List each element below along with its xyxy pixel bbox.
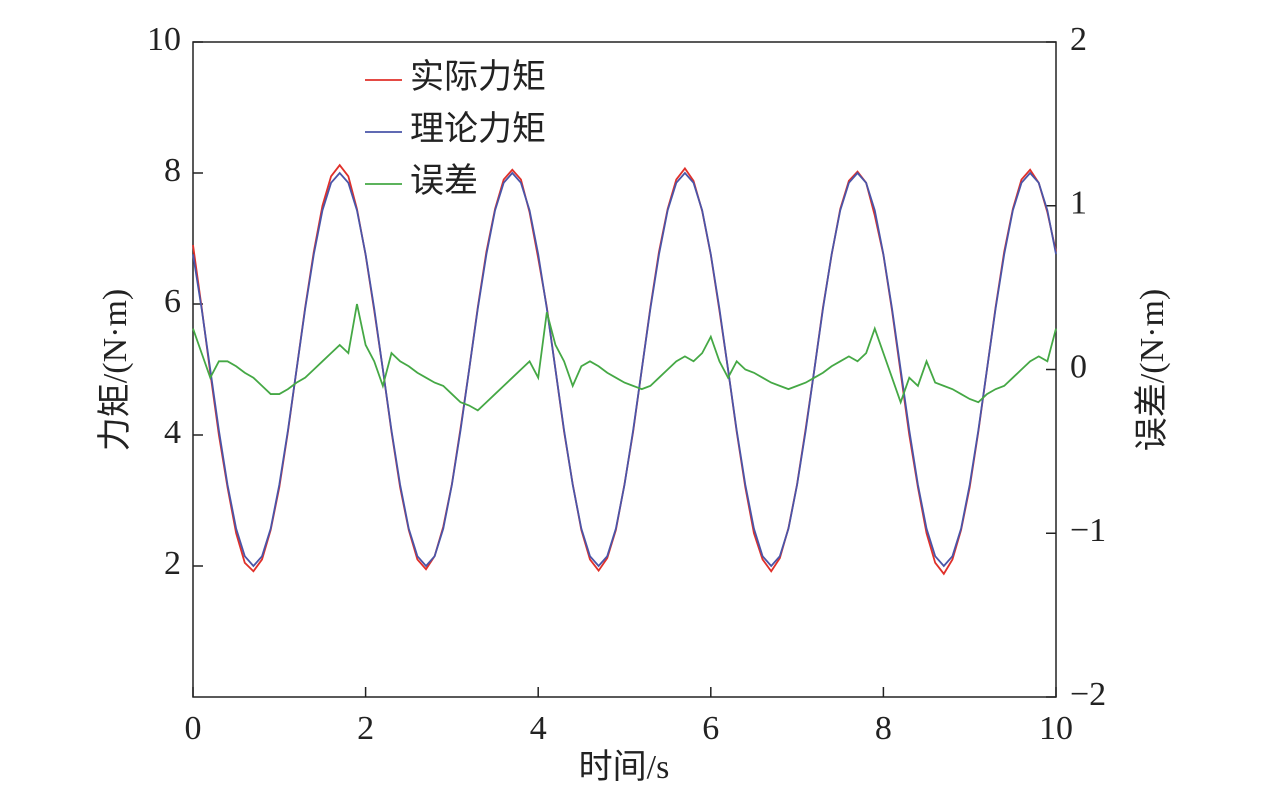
y2-axis-label: 误差/(N·m) [1133, 289, 1171, 451]
y-tick-label: 8 [164, 152, 181, 189]
y2-tick-label: 2 [1070, 21, 1087, 58]
x-tick-label: 8 [875, 710, 892, 747]
y2-tick-label: 0 [1070, 348, 1087, 385]
y2-tick-label: 1 [1070, 185, 1087, 222]
legend-label: 误差 [410, 162, 478, 200]
y2-tick-label: −2 [1070, 676, 1106, 713]
y-tick-label: 10 [147, 21, 181, 58]
y-tick-label: 4 [164, 414, 181, 451]
x-tick-label: 4 [530, 710, 547, 747]
series-line [192, 303, 1057, 412]
x-tick-label: 6 [702, 710, 719, 747]
series-line [192, 163, 1057, 576]
y-tick-label: 2 [164, 545, 181, 582]
x-tick-label: 2 [357, 710, 374, 747]
y-axis-label: 力矩/(N·m) [96, 289, 134, 451]
x-axis-label: 时间/s [579, 749, 670, 786]
series-line [192, 171, 1057, 568]
legend-label: 理论力矩 [410, 110, 546, 148]
y2-tick-label: −1 [1070, 512, 1106, 549]
y-tick-label: 6 [164, 283, 181, 320]
plot-frame [192, 41, 1057, 698]
legend-label: 实际力矩 [410, 58, 546, 96]
x-tick-label: 10 [1039, 710, 1073, 747]
x-tick-label: 0 [185, 710, 202, 747]
